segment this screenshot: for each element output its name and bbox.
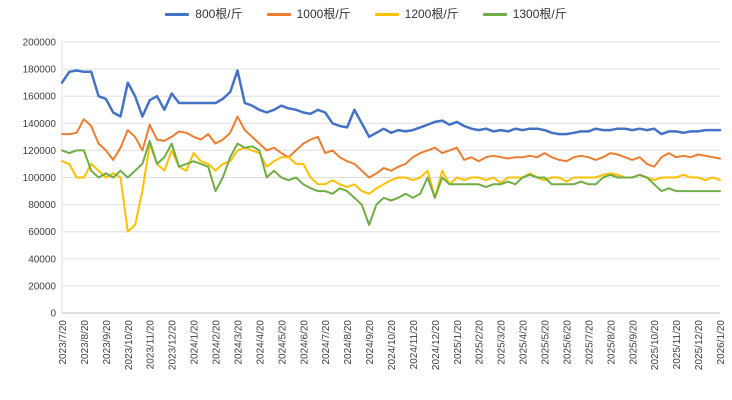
- x-axis-label: 2026/1/20: [716, 320, 727, 365]
- x-axis-label: 2025/12/20: [694, 320, 705, 370]
- x-axis-label: 2025/10/20: [650, 320, 661, 370]
- y-axis-label: 20000: [28, 281, 56, 292]
- x-axis-label: 2025/7/20: [584, 320, 595, 365]
- legend-label: 1000根/斤: [296, 7, 351, 21]
- x-axis-label: 2023/12/20: [168, 320, 179, 370]
- y-axis-label: 160000: [23, 92, 57, 103]
- legend-item-800根/斤[interactable]: 800根/斤: [165, 7, 243, 21]
- x-axis-label: 2023/11/20: [146, 320, 157, 370]
- x-axis-label: 2023/7/20: [58, 320, 69, 365]
- legend-item-1300根/斤[interactable]: 1300根/斤: [482, 7, 567, 21]
- x-axis-label: 2024/10/20: [387, 320, 398, 370]
- legend-label: 1200根/斤: [404, 7, 459, 21]
- series-line-1200根/斤: [61, 142, 721, 233]
- y-axis-label: 180000: [23, 65, 57, 76]
- x-axis-label: 2024/1/20: [190, 320, 201, 365]
- y-axis-label: 80000: [28, 200, 56, 211]
- x-axis-label: 2024/3/20: [233, 320, 244, 365]
- x-axis-label: 2025/6/20: [562, 320, 573, 365]
- legend-line-icon: [165, 12, 190, 16]
- legend-line-icon: [374, 12, 399, 16]
- x-axis-label: 2024/2/20: [212, 320, 223, 365]
- chart-legend: 800根/斤 1000根/斤 1200根/斤 1300根/斤: [0, 8, 732, 20]
- legend-item-1200根/斤[interactable]: 1200根/斤: [374, 7, 459, 21]
- x-axis-label: 2024/9/20: [365, 320, 376, 365]
- x-axis-label: 2025/4/20: [519, 320, 530, 365]
- series-line-800根/斤: [60, 69, 722, 139]
- x-axis-label: 2023/8/20: [80, 320, 91, 365]
- x-axis-label: 2025/8/20: [606, 320, 617, 365]
- x-axis-label: 2025/9/20: [628, 320, 639, 365]
- x-axis-label: 2024/8/20: [343, 320, 354, 365]
- legend-line-icon: [266, 12, 291, 16]
- x-axis-label: 2025/3/20: [497, 320, 508, 365]
- legend-label: 800根/斤: [195, 7, 243, 21]
- x-axis-label: 2025/2/20: [475, 320, 486, 365]
- legend-label: 1300根/斤: [512, 7, 567, 21]
- y-axis-label: 60000: [28, 227, 56, 238]
- y-axis-label: 140000: [23, 119, 57, 130]
- x-axis-label: 2025/11/20: [672, 320, 683, 370]
- series-line-1300根/斤: [61, 139, 721, 226]
- series-line-1000根/斤: [61, 115, 721, 179]
- x-axis-label: 2024/4/20: [255, 320, 266, 365]
- x-axis-label: 2023/9/20: [102, 320, 113, 365]
- x-axis-label: 2025/1/20: [453, 320, 464, 365]
- y-axis-label: 200000: [23, 38, 57, 49]
- y-axis-label: 40000: [28, 254, 56, 265]
- x-axis-label: 2024/11/20: [409, 320, 420, 370]
- x-axis-label: 2024/6/20: [299, 320, 310, 365]
- x-axis-label: 2025/5/20: [541, 320, 552, 365]
- x-axis-label: 2024/7/20: [321, 320, 332, 365]
- x-axis-label: 2024/12/20: [431, 320, 442, 370]
- y-axis-label: 0: [50, 309, 56, 320]
- legend-line-icon: [482, 12, 507, 16]
- y-axis-label: 100000: [23, 173, 57, 184]
- legend-item-1000根/斤[interactable]: 1000根/斤: [266, 7, 351, 21]
- y-axis-label: 120000: [23, 146, 57, 157]
- x-axis-label: 2023/10/20: [124, 320, 135, 370]
- x-axis-label: 2024/5/20: [277, 320, 288, 365]
